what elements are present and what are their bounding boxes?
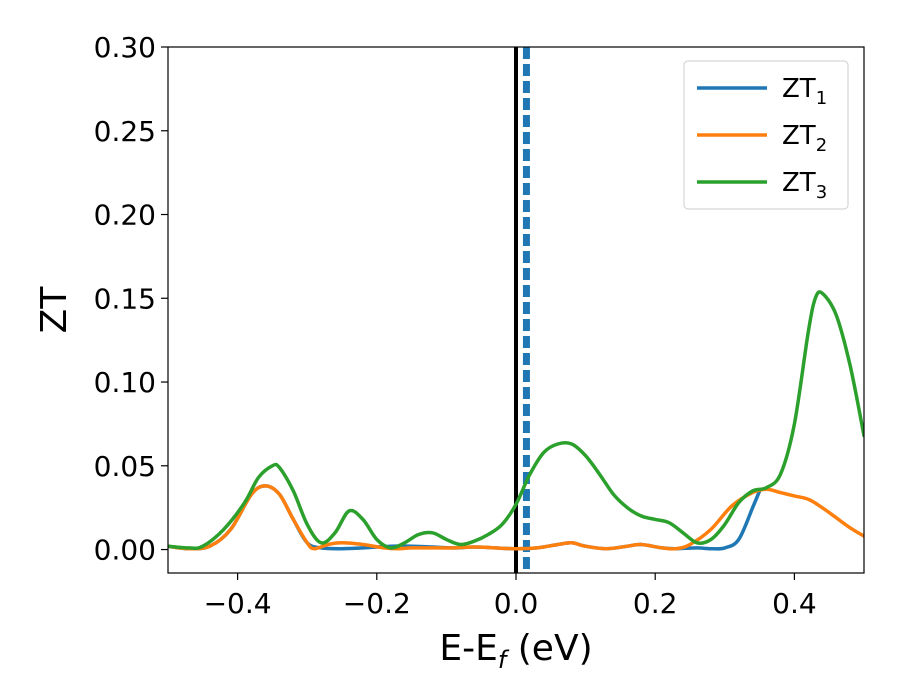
y-tick-label: 0.15: [94, 282, 156, 315]
legend-label-2: ZT2: [782, 121, 827, 156]
y-tick-label: 0.05: [94, 450, 156, 483]
reference-lines: [514, 47, 530, 573]
y-tick-label: 0.30: [94, 31, 156, 64]
x-tick-label: −0.4: [204, 587, 272, 620]
legend-label-1: ZT1: [782, 74, 827, 109]
y-tick-label: 0.25: [94, 115, 156, 148]
series-lines: [168, 290, 864, 551]
series-line-3: [168, 290, 864, 550]
legend-label-main: ZT: [782, 168, 816, 198]
x-axis-ticks: −0.4 −0.2 0.0 0.2 0.4: [204, 573, 817, 620]
x-axis-label-unit: (eV): [506, 628, 592, 669]
series-line-2: [168, 484, 864, 551]
x-tick-label: 0.2: [633, 587, 678, 620]
x-axis-label-main: E-E: [439, 628, 497, 669]
y-tick-label: 0.20: [94, 199, 156, 232]
legend-label-main: ZT: [782, 74, 816, 104]
y-tick-label: 0.10: [94, 366, 156, 399]
x-axis-label: E-Ef (eV): [439, 628, 592, 674]
y-axis-ticks: 0.00 0.05 0.10 0.15 0.20 0.25 0.30: [94, 31, 168, 567]
legend-label-sub: 1: [816, 88, 827, 109]
legend-label-main: ZT: [782, 121, 816, 151]
legend-label-sub: 2: [816, 135, 827, 156]
x-tick-label: 0.4: [772, 587, 817, 620]
legend-label-sub: 3: [816, 182, 827, 203]
y-axis-label: ZT: [34, 286, 75, 334]
x-tick-label: 0.0: [494, 587, 539, 620]
x-tick-label: −0.2: [343, 587, 411, 620]
y-tick-label: 0.00: [94, 534, 156, 567]
legend-label-3: ZT3: [782, 168, 827, 203]
